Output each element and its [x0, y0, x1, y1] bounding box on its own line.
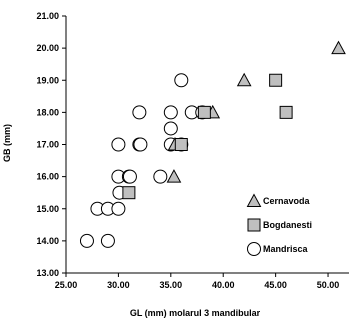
point-mandrisca — [133, 137, 148, 152]
point-bogdanesti — [269, 73, 283, 87]
x-tick-label: 30.00 — [107, 280, 130, 290]
x-axis-title: GL (mm) molarul 3 mandibular — [130, 308, 261, 318]
legend-label-bogdanesti: Bogdanesti — [263, 220, 312, 230]
x-tick-label: 35.00 — [160, 280, 183, 290]
legend: Cernavoda Bogdanesti Mandrisca — [239, 182, 347, 268]
y-tick-label: 21.00 — [36, 11, 59, 21]
y-axis-ticks: 13.00 14.00 15.00 16.00 17.00 18.00 19.00 20.00… — [36, 11, 66, 278]
legend-marker-bogdanesti — [247, 218, 261, 232]
y-axis-title: GB (mm) — [2, 124, 12, 162]
y-tick-label: 16.00 — [36, 172, 59, 182]
y-tick-label: 14.00 — [36, 236, 59, 246]
y-tick-label: 20.00 — [36, 43, 59, 53]
point-cernavoda — [166, 169, 182, 183]
legend-marker-cernavoda — [246, 193, 262, 207]
legend-label-mandrisca: Mandrisca — [263, 244, 309, 254]
x-tick-label: 50.00 — [317, 280, 340, 290]
point-mandrisca — [153, 169, 168, 184]
y-tick-label: 18.00 — [36, 107, 59, 117]
legend-marker-mandrisca — [247, 242, 261, 256]
point-mandrisca — [79, 233, 94, 248]
point-mandrisca — [100, 233, 115, 248]
point-mandrisca — [111, 137, 126, 152]
y-tick-label: 15.00 — [36, 204, 59, 214]
point-bogdanesti — [279, 105, 293, 119]
legend-label-cernavoda: Cernavoda — [263, 196, 311, 206]
point-bogdanesti — [122, 186, 136, 200]
x-tick-label: 45.00 — [264, 280, 287, 290]
point-bogdanesti — [197, 105, 211, 119]
point-mandrisca — [111, 201, 126, 216]
point-cernavoda — [331, 40, 346, 55]
point-mandrisca — [174, 73, 189, 88]
point-cernavoda — [236, 72, 252, 87]
data-points — [79, 40, 346, 248]
y-tick-label: 13.00 — [36, 268, 59, 278]
x-tick-label: 40.00 — [212, 280, 235, 290]
y-tick-label: 19.00 — [36, 75, 59, 85]
point-mandrisca — [122, 169, 137, 184]
x-tick-label: 25.00 — [55, 280, 78, 290]
point-mandrisca — [163, 121, 178, 136]
point-mandrisca — [163, 105, 178, 120]
x-axis-ticks: 25.00 30.00 35.00 40.00 45.00 50.00 — [55, 273, 340, 290]
y-tick-label: 17.00 — [36, 140, 59, 150]
point-bogdanesti — [174, 138, 188, 151]
point-mandrisca — [132, 105, 147, 120]
